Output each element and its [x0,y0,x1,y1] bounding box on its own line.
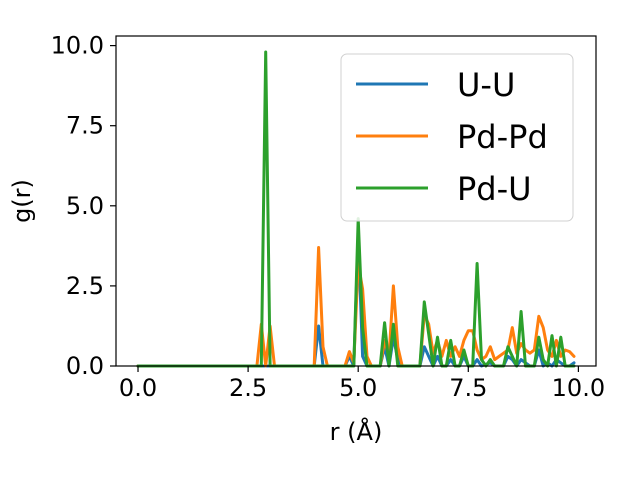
y-axis-label: g(r) [8,179,36,223]
legend: U-U Pd-Pd Pd-U [340,53,574,222]
y-tick-label: 7.5 [66,112,104,140]
y-tick-label: 0.0 [66,352,104,380]
legend-box [340,53,574,222]
legend-label-pd-pd: Pd-Pd [457,118,548,156]
x-axis-label: r (Å) [330,417,383,446]
y-tick-label: 5.0 [66,192,104,220]
plot-frame [115,35,597,367]
x-axis-ticks: 0.0 2.5 5.0 7.5 10.0 [119,366,605,402]
x-tick-label: 10.0 [552,374,605,402]
legend-label-pd-u: Pd-U [457,170,532,208]
x-tick-label: 5.0 [339,374,377,402]
x-tick-label: 7.5 [449,374,487,402]
y-tick-label: 2.5 [66,272,104,300]
y-axis-ticks: 0.0 2.5 5.0 7.5 10.0 [51,32,116,380]
x-tick-label: 0.0 [119,374,157,402]
y-tick-label: 10.0 [51,32,104,60]
x-tick-label: 2.5 [229,374,267,402]
series-line-pd-pd [136,246,576,368]
legend-label-u-u: U-U [457,66,515,104]
